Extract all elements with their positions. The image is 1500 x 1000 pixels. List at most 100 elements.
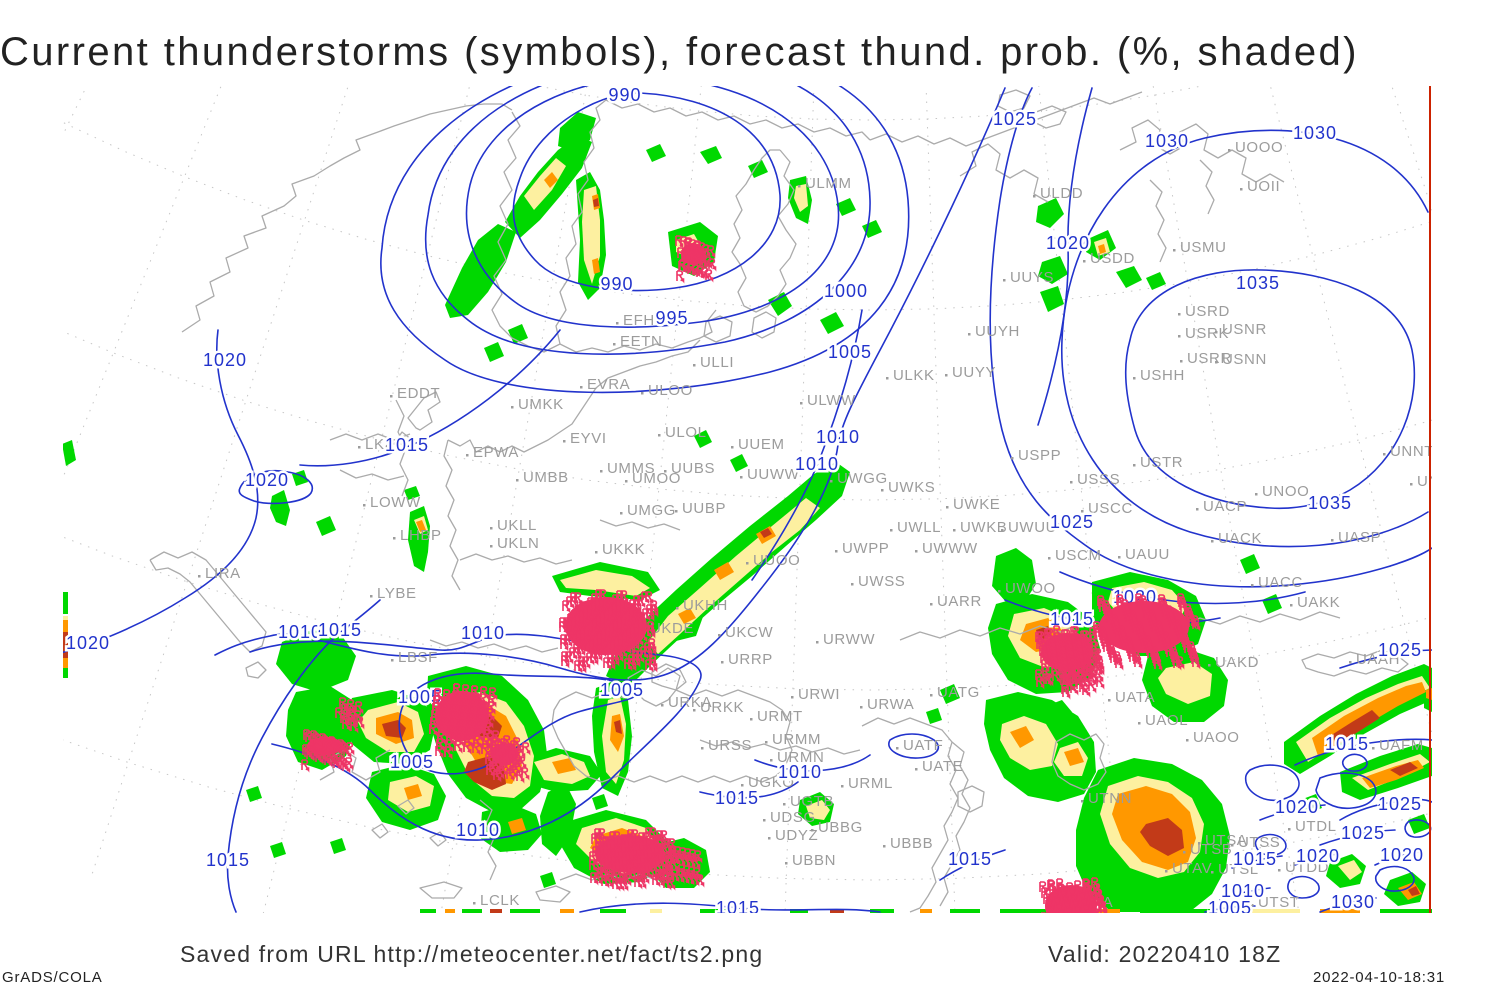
thunderstorm-symbol: [1035, 669, 1044, 683]
station-label: UWSS: [858, 573, 905, 590]
station-dot: [595, 551, 598, 554]
thunderstorm-symbol: [650, 840, 659, 854]
prob-shade-r: [1140, 818, 1184, 856]
thunderstorm-symbol: [456, 726, 465, 740]
station-dot: [1011, 457, 1014, 460]
prob-shade-g: [836, 198, 856, 216]
station-label: LKPR: [365, 436, 407, 453]
thunderstorm-symbol: [1069, 893, 1078, 907]
thunderstorm-symbol: [1100, 906, 1108, 913]
thunderstorm-symbol: [1053, 923, 1060, 933]
coastline: [1033, 105, 1067, 129]
thunderstorm-symbol: [462, 684, 471, 698]
thunderstorm-symbol: [1155, 623, 1164, 637]
station-label: UOII: [1247, 178, 1280, 195]
thunderstorm-symbol: [1161, 631, 1170, 645]
station-label: UMMS: [607, 460, 655, 477]
prob-shade-y: [1158, 662, 1212, 704]
thunderstorm-symbol: [1059, 915, 1066, 925]
isobar-line: [398, 672, 638, 775]
thunderstorm-symbol: [1124, 636, 1133, 650]
isobar-line: [214, 87, 1006, 681]
thunderstorm-symbol: [1046, 628, 1055, 642]
thunderstorm-symbol: [685, 237, 694, 251]
thunderstorm-symbol: [559, 617, 568, 631]
isobar-label: 1005: [390, 752, 434, 772]
thunderstorm-symbol: [1184, 604, 1193, 618]
station-label: UAKK: [1297, 594, 1340, 611]
station-label: LCLK: [480, 892, 520, 909]
thunderstorm-symbol: [643, 625, 652, 639]
isobar-line: [699, 781, 799, 799]
thunderstorm-symbol: [1040, 912, 1047, 913]
coastline: [551, 667, 793, 783]
thunderstorm-symbol: [630, 868, 639, 882]
bottom-edge-strip: [490, 909, 502, 913]
station-dot: [930, 603, 933, 606]
thunderstorm-symbol: [1132, 650, 1141, 664]
thunderstorm-symbol: [626, 620, 635, 634]
thunderstorm-symbol: [324, 754, 333, 768]
station-dot: [765, 741, 768, 744]
station-dot: [616, 322, 619, 325]
thunderstorm-symbol: [1148, 612, 1157, 626]
thunderstorm-symbol: [1096, 894, 1105, 908]
thunderstorm-symbol: [649, 827, 658, 841]
station-label: URSS: [708, 737, 752, 754]
thunderstorm-symbol: [1056, 878, 1065, 892]
station-label: UACK: [1218, 530, 1262, 547]
station-dot: [886, 377, 889, 380]
station-dot: [883, 845, 886, 848]
thunderstorm-symbol: [619, 865, 628, 879]
bottom-edge-strip: [445, 909, 455, 913]
thunderstorm-symbol: [1078, 918, 1085, 928]
station-label: UGKO: [748, 774, 795, 791]
thunderstorm-symbol: [342, 718, 351, 732]
station-label: USMU: [1180, 239, 1227, 256]
left-edge-strip: [63, 592, 68, 614]
isobar-label: 1030: [1293, 123, 1337, 143]
coastline: [1051, 733, 1107, 791]
thunderstorm-symbol: [618, 852, 627, 866]
thunderstorm-symbol: [1097, 595, 1106, 609]
thunderstorm-symbol: [607, 653, 616, 667]
coastline: [397, 799, 415, 815]
station-label: UUYS: [1010, 269, 1054, 286]
station-label: ULOO: [648, 382, 693, 399]
thunderstorm-symbol: [1171, 651, 1180, 665]
isobar-line: [1254, 833, 1287, 856]
thunderstorm-symbol: [489, 761, 498, 775]
thunderstorm-symbol: [602, 640, 611, 654]
thunderstorm-symbol: [1045, 925, 1052, 935]
prob-shade-g: [316, 516, 336, 536]
station-dot: [1288, 828, 1291, 831]
station-label: ULWW: [807, 392, 856, 409]
station-label: UBBB: [890, 835, 933, 852]
thunderstorm-symbol: [450, 704, 459, 718]
thunderstorm-symbol: [604, 602, 613, 616]
thunderstorm-symbol: [485, 753, 494, 767]
station-label: USRK: [1185, 325, 1229, 342]
station-dot: [1048, 557, 1051, 560]
thunderstorm-symbol: [576, 622, 585, 636]
graticule-meridian: [784, 86, 815, 913]
station-dot: [1133, 377, 1136, 380]
thunderstorm-symbol: [1037, 631, 1046, 645]
isobar-line: [1294, 738, 1432, 766]
thunderstorm-symbol: [476, 714, 485, 728]
station-dot: [1383, 453, 1386, 456]
thunderstorm-symbol: [656, 874, 665, 888]
bottom-edge-strip: [1140, 909, 1220, 913]
coastline: [429, 639, 559, 653]
coastline: [181, 103, 513, 333]
thunderstorm-symbol: [1063, 927, 1070, 937]
coastline: [633, 689, 677, 707]
thunderstorm-symbol: [569, 647, 578, 661]
bottom-edge-strip: [745, 909, 755, 913]
station-label: ULLI: [700, 354, 734, 371]
isobar-line: [1124, 269, 1416, 510]
prob-shade-g: [330, 838, 346, 854]
thunderstorm-symbol: [1061, 629, 1070, 643]
thunderstorm-symbol: [615, 645, 624, 659]
thunderstorm-symbol: [1097, 921, 1104, 931]
